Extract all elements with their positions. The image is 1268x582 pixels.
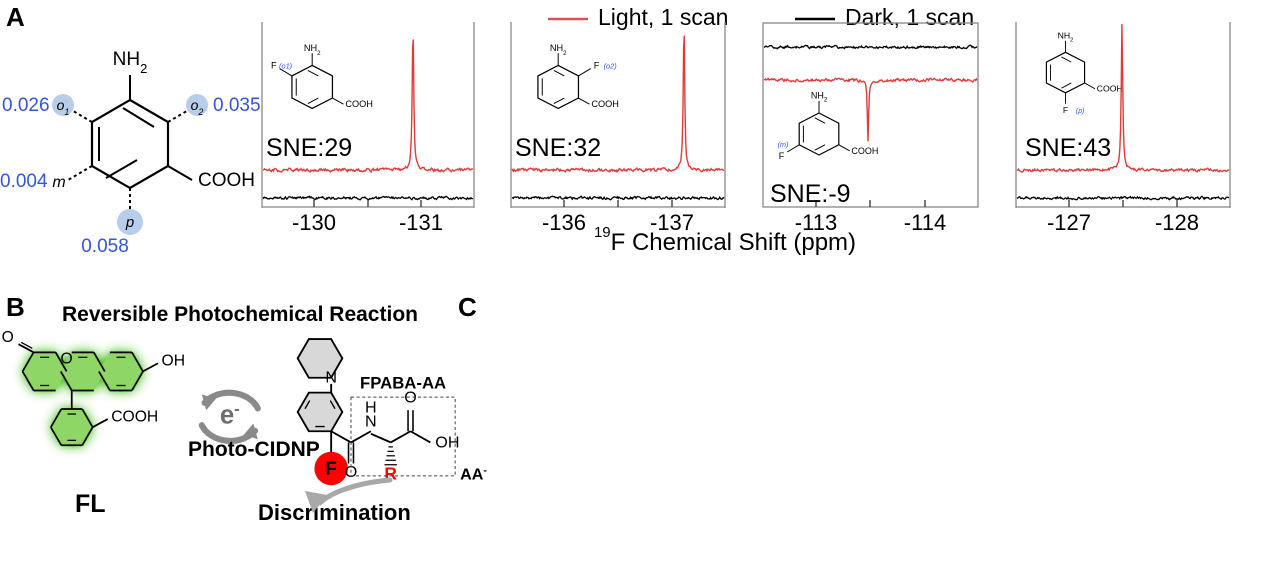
svg-text:O: O (61, 350, 73, 367)
svg-text:F: F (325, 458, 336, 479)
svg-text:COOH: COOH (111, 408, 158, 425)
svg-text:0.026: 0.026 (2, 95, 50, 116)
svg-text:H: H (365, 399, 377, 417)
svg-text:p: p (125, 214, 134, 231)
svg-text:OH: OH (435, 433, 459, 451)
svg-text:O: O (2, 329, 14, 346)
svg-text:AA-: AA- (460, 465, 487, 484)
svg-text:0.004: 0.004 (0, 171, 48, 192)
svg-text:m: m (52, 174, 65, 191)
svg-text:FPABA-AA: FPABA-AA (360, 373, 446, 392)
svg-text:e-: e- (220, 399, 240, 430)
svg-text:OH: OH (162, 353, 185, 370)
svg-text:0.035: 0.035 (213, 95, 260, 116)
svg-text:NH2: NH2 (113, 49, 148, 76)
svg-text:COOH: COOH (198, 170, 255, 191)
svg-text:0.058: 0.058 (81, 236, 129, 257)
